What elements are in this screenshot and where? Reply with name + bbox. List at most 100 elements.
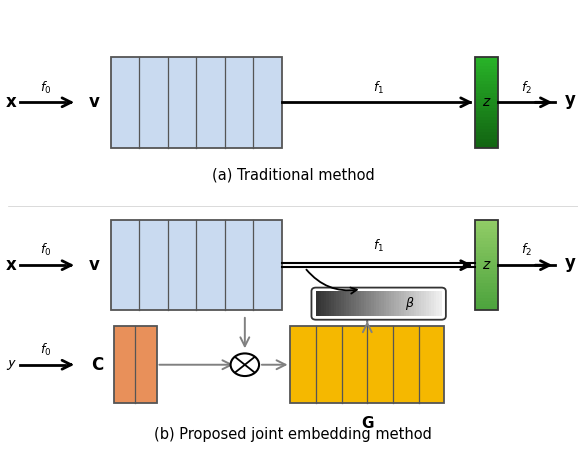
Bar <box>475 60 498 63</box>
Bar <box>475 292 498 295</box>
Bar <box>475 57 498 147</box>
Text: $f_0$: $f_0$ <box>40 79 51 96</box>
Bar <box>411 291 414 316</box>
Bar <box>396 291 399 316</box>
Bar <box>475 84 498 87</box>
Bar <box>475 66 498 69</box>
Bar <box>475 268 498 271</box>
Bar <box>475 259 498 262</box>
Bar <box>475 265 498 268</box>
Bar <box>401 291 404 316</box>
Bar <box>475 138 498 142</box>
Bar <box>416 291 419 316</box>
Bar <box>475 120 498 123</box>
Bar <box>475 253 498 256</box>
Bar <box>475 136 498 138</box>
Bar <box>356 291 359 316</box>
Bar <box>475 238 498 241</box>
Bar <box>475 247 498 250</box>
Bar <box>431 291 434 316</box>
Bar <box>409 291 412 316</box>
Bar <box>475 69 498 72</box>
Bar <box>475 226 498 229</box>
Text: $f_2$: $f_2$ <box>521 79 532 96</box>
Text: (b) Proposed joint embedding method: (b) Proposed joint embedding method <box>154 427 432 442</box>
Bar <box>475 57 498 60</box>
Bar <box>329 291 332 316</box>
Bar <box>386 291 389 316</box>
Text: $f_1$: $f_1$ <box>373 238 384 254</box>
Text: $\mathcal{y}$: $\mathcal{y}$ <box>6 357 17 372</box>
Bar <box>475 111 498 114</box>
Bar <box>371 291 374 316</box>
Bar <box>366 291 369 316</box>
Bar <box>475 109 498 111</box>
Bar <box>114 326 157 403</box>
Bar <box>321 291 324 316</box>
Bar <box>324 291 327 316</box>
Bar <box>475 142 498 145</box>
Bar <box>475 232 498 235</box>
Bar <box>326 291 329 316</box>
Bar <box>419 291 422 316</box>
Bar <box>343 291 347 316</box>
Bar <box>316 291 319 316</box>
Bar <box>475 99 498 102</box>
Bar <box>351 291 354 316</box>
Bar <box>389 291 392 316</box>
Bar <box>290 326 444 403</box>
Bar <box>475 220 498 311</box>
Bar <box>475 145 498 147</box>
Bar <box>475 250 498 253</box>
Bar <box>475 87 498 90</box>
Text: $f_1$: $f_1$ <box>373 79 384 96</box>
Bar <box>393 291 397 316</box>
Bar <box>475 286 498 289</box>
Text: $f_2$: $f_2$ <box>521 242 532 258</box>
Bar <box>341 291 344 316</box>
Text: $\mathbf{y}$: $\mathbf{y}$ <box>564 93 576 111</box>
Bar <box>399 291 402 316</box>
Bar <box>475 93 498 96</box>
Bar <box>364 291 367 316</box>
Bar <box>111 57 282 147</box>
Bar <box>384 291 387 316</box>
Text: $f_0$: $f_0$ <box>40 242 51 258</box>
Text: $\mathbf{C}$: $\mathbf{C}$ <box>91 356 104 374</box>
Bar <box>376 291 379 316</box>
Text: $\mathit{z}$: $\mathit{z}$ <box>482 258 492 272</box>
Bar <box>475 229 498 232</box>
Text: $\mathit{z}$: $\mathit{z}$ <box>482 95 492 109</box>
Bar <box>346 291 349 316</box>
Bar <box>331 291 334 316</box>
Bar <box>475 244 498 247</box>
Bar <box>475 114 498 117</box>
Bar <box>339 291 342 316</box>
Bar <box>475 223 498 226</box>
Bar <box>475 271 498 274</box>
Bar <box>436 291 439 316</box>
Bar <box>374 291 377 316</box>
Bar <box>333 291 336 316</box>
Bar <box>318 291 322 316</box>
Bar <box>336 291 339 316</box>
Bar <box>475 132 498 136</box>
Bar <box>349 291 352 316</box>
Bar <box>475 63 498 66</box>
Bar <box>475 256 498 259</box>
Bar <box>475 72 498 75</box>
Bar <box>475 241 498 244</box>
Bar <box>381 291 384 316</box>
Bar <box>361 291 364 316</box>
Bar <box>475 75 498 78</box>
Bar <box>354 291 357 316</box>
Circle shape <box>230 354 259 376</box>
Bar <box>475 123 498 126</box>
Bar <box>475 274 498 277</box>
Text: $\mathbf{v}$: $\mathbf{v}$ <box>88 256 101 274</box>
Bar <box>475 117 498 120</box>
Text: $\mathbf{v}$: $\mathbf{v}$ <box>88 93 101 111</box>
Text: $f_0$: $f_0$ <box>40 342 51 358</box>
Bar <box>475 96 498 99</box>
Bar <box>475 78 498 81</box>
